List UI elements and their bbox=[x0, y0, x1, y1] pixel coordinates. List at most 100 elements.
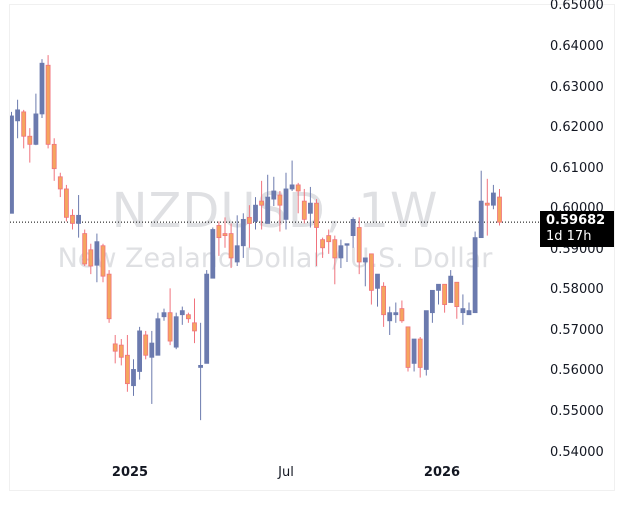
candle bbox=[423, 310, 429, 376]
candle bbox=[57, 172, 63, 198]
candle bbox=[320, 237, 326, 258]
candle bbox=[429, 289, 435, 323]
candle bbox=[125, 334, 130, 392]
candle bbox=[210, 227, 216, 279]
price-tick: 0.55000 bbox=[550, 404, 604, 420]
candle bbox=[454, 281, 460, 319]
candle bbox=[381, 282, 387, 327]
candle bbox=[204, 270, 210, 364]
candle bbox=[82, 229, 88, 267]
candle bbox=[167, 288, 173, 346]
candle bbox=[448, 270, 454, 303]
candle bbox=[411, 338, 417, 372]
candle bbox=[417, 337, 423, 378]
candle bbox=[375, 273, 380, 307]
candle bbox=[118, 339, 124, 366]
candle bbox=[27, 128, 33, 163]
price-tick: 0.57000 bbox=[550, 322, 604, 338]
candle bbox=[45, 55, 51, 149]
candle bbox=[344, 243, 350, 262]
candle bbox=[143, 330, 149, 360]
candle bbox=[368, 253, 374, 305]
candle bbox=[271, 176, 277, 206]
candle bbox=[76, 195, 81, 238]
candle bbox=[497, 188, 502, 226]
candle bbox=[277, 190, 283, 232]
candle bbox=[21, 109, 27, 149]
candle bbox=[161, 308, 167, 321]
candle bbox=[228, 223, 234, 269]
candle bbox=[442, 283, 448, 313]
candle bbox=[283, 172, 289, 230]
candle bbox=[253, 197, 258, 230]
candle bbox=[350, 217, 356, 248]
candle bbox=[332, 235, 338, 285]
candle bbox=[490, 184, 496, 210]
time-tick: 2025 bbox=[111, 465, 149, 480]
price-tick: 0.65000 bbox=[550, 0, 604, 14]
candle bbox=[338, 239, 344, 269]
candle bbox=[393, 302, 399, 323]
candlestick-series bbox=[10, 55, 540, 421]
last-price-label: 0.59682 1d 17h bbox=[540, 211, 614, 248]
candle bbox=[436, 283, 441, 305]
price-axis[interactable]: 0.65000 0.64000 0.63000 0.62000 0.61000 0.600… bbox=[540, 0, 614, 459]
candle bbox=[234, 215, 240, 267]
candle bbox=[405, 326, 411, 372]
candle bbox=[301, 188, 307, 224]
watermark-symbol-description: New Zealand Dollar / U.S. Dollar bbox=[57, 243, 493, 274]
candle bbox=[15, 99, 20, 139]
candle bbox=[64, 184, 69, 222]
last-price-value: 0.59682 bbox=[546, 213, 606, 229]
bar-countdown: 1d 17h bbox=[546, 229, 592, 245]
candle bbox=[70, 209, 75, 230]
candle bbox=[326, 229, 332, 254]
candle bbox=[39, 59, 45, 118]
candle bbox=[387, 306, 393, 335]
candle bbox=[307, 186, 313, 228]
price-tick: 0.61000 bbox=[550, 160, 604, 176]
candle bbox=[399, 300, 405, 323]
candle bbox=[362, 257, 368, 287]
price-tick: 0.64000 bbox=[550, 39, 604, 54]
candle bbox=[106, 270, 112, 323]
chart-frame bbox=[9, 4, 615, 491]
candle bbox=[155, 312, 161, 356]
price-tick: 0.56000 bbox=[550, 363, 604, 379]
candle bbox=[173, 312, 179, 350]
price-tick: 0.54000 bbox=[550, 444, 604, 460]
candle bbox=[100, 243, 106, 283]
candle bbox=[216, 221, 222, 256]
candle bbox=[295, 182, 301, 214]
candle bbox=[240, 213, 246, 258]
candle bbox=[149, 330, 155, 404]
price-tick: 0.58000 bbox=[550, 282, 604, 298]
price-tick: 0.62000 bbox=[550, 120, 604, 136]
candle bbox=[265, 174, 271, 224]
candle bbox=[137, 326, 142, 380]
candle bbox=[88, 243, 94, 275]
candle bbox=[314, 199, 319, 267]
candle bbox=[484, 178, 490, 236]
candle bbox=[289, 160, 295, 191]
candle bbox=[198, 322, 204, 421]
candle bbox=[259, 180, 265, 230]
chart-plot-area[interactable]: NZDUSD, 1W New Zealand Dollar / U.S. Dol… bbox=[10, 5, 540, 455]
time-tick: 2026 bbox=[423, 465, 461, 480]
candle bbox=[51, 138, 57, 181]
candle bbox=[478, 170, 484, 239]
candle bbox=[246, 205, 252, 248]
candle bbox=[33, 93, 39, 146]
candle bbox=[10, 111, 14, 214]
candle bbox=[94, 233, 100, 283]
candle bbox=[131, 359, 136, 396]
candle bbox=[472, 231, 478, 314]
candle bbox=[179, 306, 185, 325]
candle bbox=[185, 312, 191, 323]
time-axis[interactable]: 2025 Jul 2026 bbox=[10, 460, 540, 488]
candle bbox=[466, 302, 472, 316]
time-tick: Jul bbox=[278, 465, 294, 480]
candle bbox=[460, 294, 466, 325]
candle bbox=[222, 217, 228, 248]
candle bbox=[192, 298, 197, 344]
